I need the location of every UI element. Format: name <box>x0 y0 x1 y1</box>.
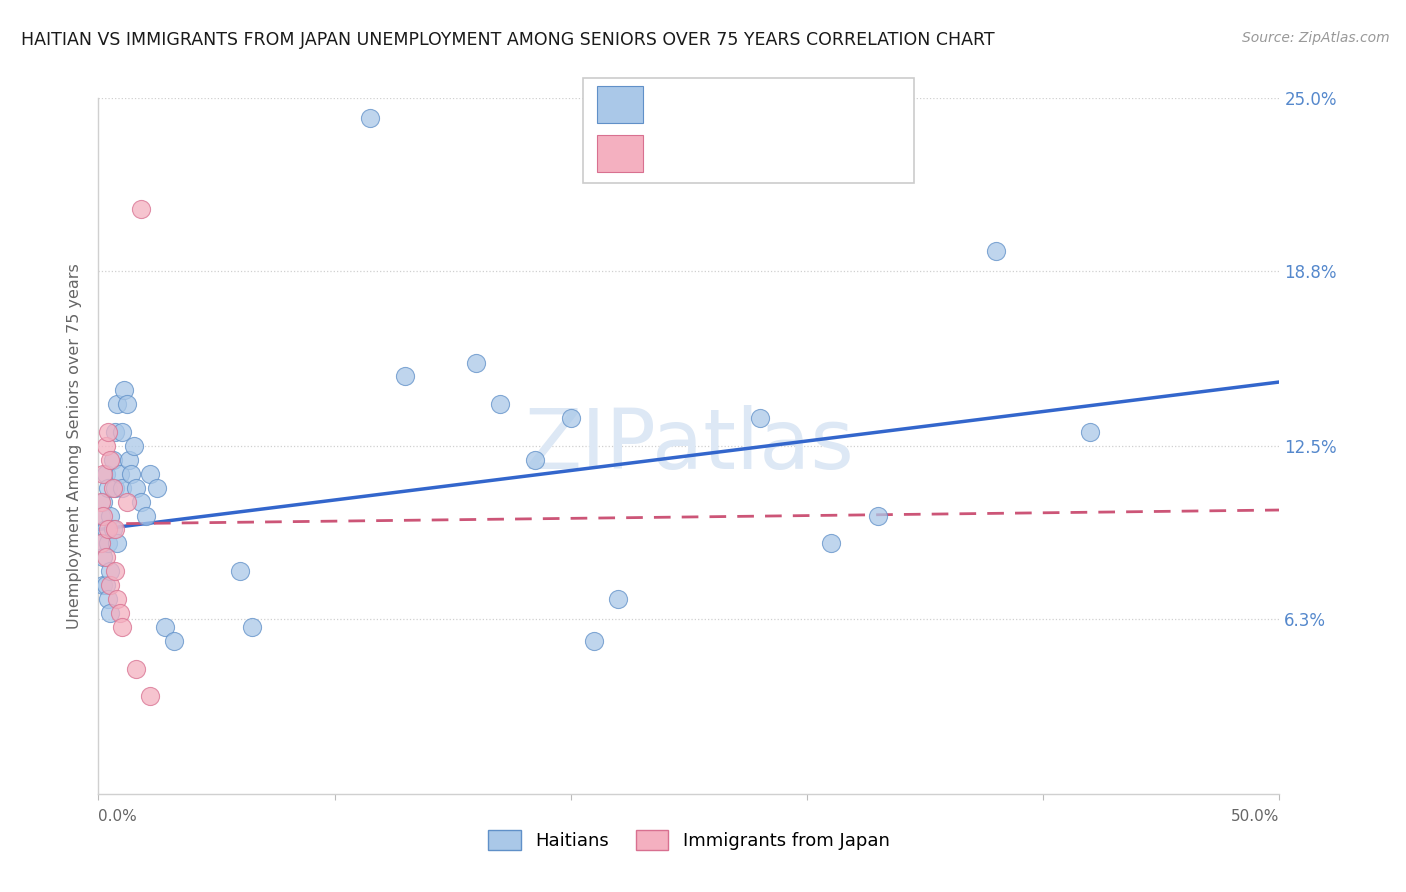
Text: Source: ZipAtlas.com: Source: ZipAtlas.com <box>1241 31 1389 45</box>
Text: 0.0%: 0.0% <box>98 809 138 824</box>
FancyBboxPatch shape <box>583 78 914 183</box>
Immigrants from Japan <box>97 425 120 439</box>
Haitians <box>129 494 152 508</box>
Haitians <box>135 508 157 523</box>
Immigrants from Japan <box>91 508 114 523</box>
Haitians <box>94 523 117 537</box>
Haitians <box>560 411 582 425</box>
Haitians <box>394 369 416 384</box>
FancyBboxPatch shape <box>596 86 643 123</box>
Haitians <box>97 481 120 495</box>
Haitians <box>524 453 547 467</box>
Text: 50: 50 <box>835 95 859 113</box>
Haitians <box>98 508 121 523</box>
Haitians <box>583 633 606 648</box>
Immigrants from Japan <box>104 564 127 578</box>
Haitians <box>98 606 121 620</box>
Haitians <box>101 523 124 537</box>
Immigrants from Japan <box>139 690 162 704</box>
Haitians <box>94 467 117 481</box>
Text: HAITIAN VS IMMIGRANTS FROM JAPAN UNEMPLOYMENT AMONG SENIORS OVER 75 YEARS CORREL: HAITIAN VS IMMIGRANTS FROM JAPAN UNEMPLO… <box>21 31 994 49</box>
Haitians <box>91 494 114 508</box>
Haitians <box>104 481 127 495</box>
Haitians <box>90 508 112 523</box>
Haitians <box>122 439 145 453</box>
Haitians <box>146 481 169 495</box>
Immigrants from Japan <box>125 662 148 676</box>
Haitians <box>104 425 127 439</box>
Haitians <box>163 633 186 648</box>
Text: 0.005: 0.005 <box>709 145 761 163</box>
Y-axis label: Unemployment Among Seniors over 75 years: Unemployment Among Seniors over 75 years <box>67 263 83 629</box>
Immigrants from Japan <box>108 606 131 620</box>
Immigrants from Japan <box>98 578 121 592</box>
Haitians <box>108 467 131 481</box>
Haitians <box>97 592 120 607</box>
Haitians <box>139 467 162 481</box>
Text: N =: N = <box>782 145 821 163</box>
Immigrants from Japan <box>94 439 117 453</box>
Haitians <box>984 244 1007 259</box>
Immigrants from Japan <box>115 494 138 508</box>
Haitians <box>465 355 488 369</box>
Haitians <box>153 620 176 634</box>
Text: R =: R = <box>657 95 695 113</box>
Haitians <box>111 481 134 495</box>
Text: R =: R = <box>657 145 695 163</box>
Immigrants from Japan <box>111 620 134 634</box>
Haitians <box>1080 425 1102 439</box>
Text: ZIPatlas: ZIPatlas <box>524 406 853 486</box>
Haitians <box>125 481 148 495</box>
Haitians <box>105 536 128 550</box>
Haitians <box>101 453 124 467</box>
Immigrants from Japan <box>90 494 112 508</box>
Haitians <box>105 397 128 411</box>
Text: 20: 20 <box>835 145 859 163</box>
Haitians <box>94 578 117 592</box>
Immigrants from Japan <box>129 202 152 217</box>
Haitians <box>91 578 114 592</box>
FancyBboxPatch shape <box>596 136 643 172</box>
Haitians <box>121 467 143 481</box>
Immigrants from Japan <box>91 467 114 481</box>
Immigrants from Japan <box>104 523 127 537</box>
Haitians <box>98 564 121 578</box>
Immigrants from Japan <box>101 481 124 495</box>
Haitians <box>489 397 512 411</box>
Haitians <box>229 564 252 578</box>
Immigrants from Japan <box>97 523 120 537</box>
Haitians <box>748 411 770 425</box>
Haitians <box>115 397 138 411</box>
Haitians <box>607 592 630 607</box>
Haitians <box>90 536 112 550</box>
Haitians <box>359 111 381 125</box>
Text: N =: N = <box>782 95 821 113</box>
Haitians <box>240 620 263 634</box>
Haitians <box>91 550 114 565</box>
Immigrants from Japan <box>105 592 128 607</box>
Haitians <box>111 425 134 439</box>
Haitians <box>866 508 889 523</box>
Text: 0.212: 0.212 <box>709 95 761 113</box>
Immigrants from Japan <box>90 536 112 550</box>
Haitians <box>820 536 842 550</box>
Haitians <box>112 384 135 398</box>
Immigrants from Japan <box>98 453 121 467</box>
Immigrants from Japan <box>94 550 117 565</box>
Legend: Haitians, Immigrants from Japan: Haitians, Immigrants from Japan <box>474 815 904 865</box>
Text: 50.0%: 50.0% <box>1232 809 1279 824</box>
Haitians <box>118 453 141 467</box>
Haitians <box>97 536 120 550</box>
